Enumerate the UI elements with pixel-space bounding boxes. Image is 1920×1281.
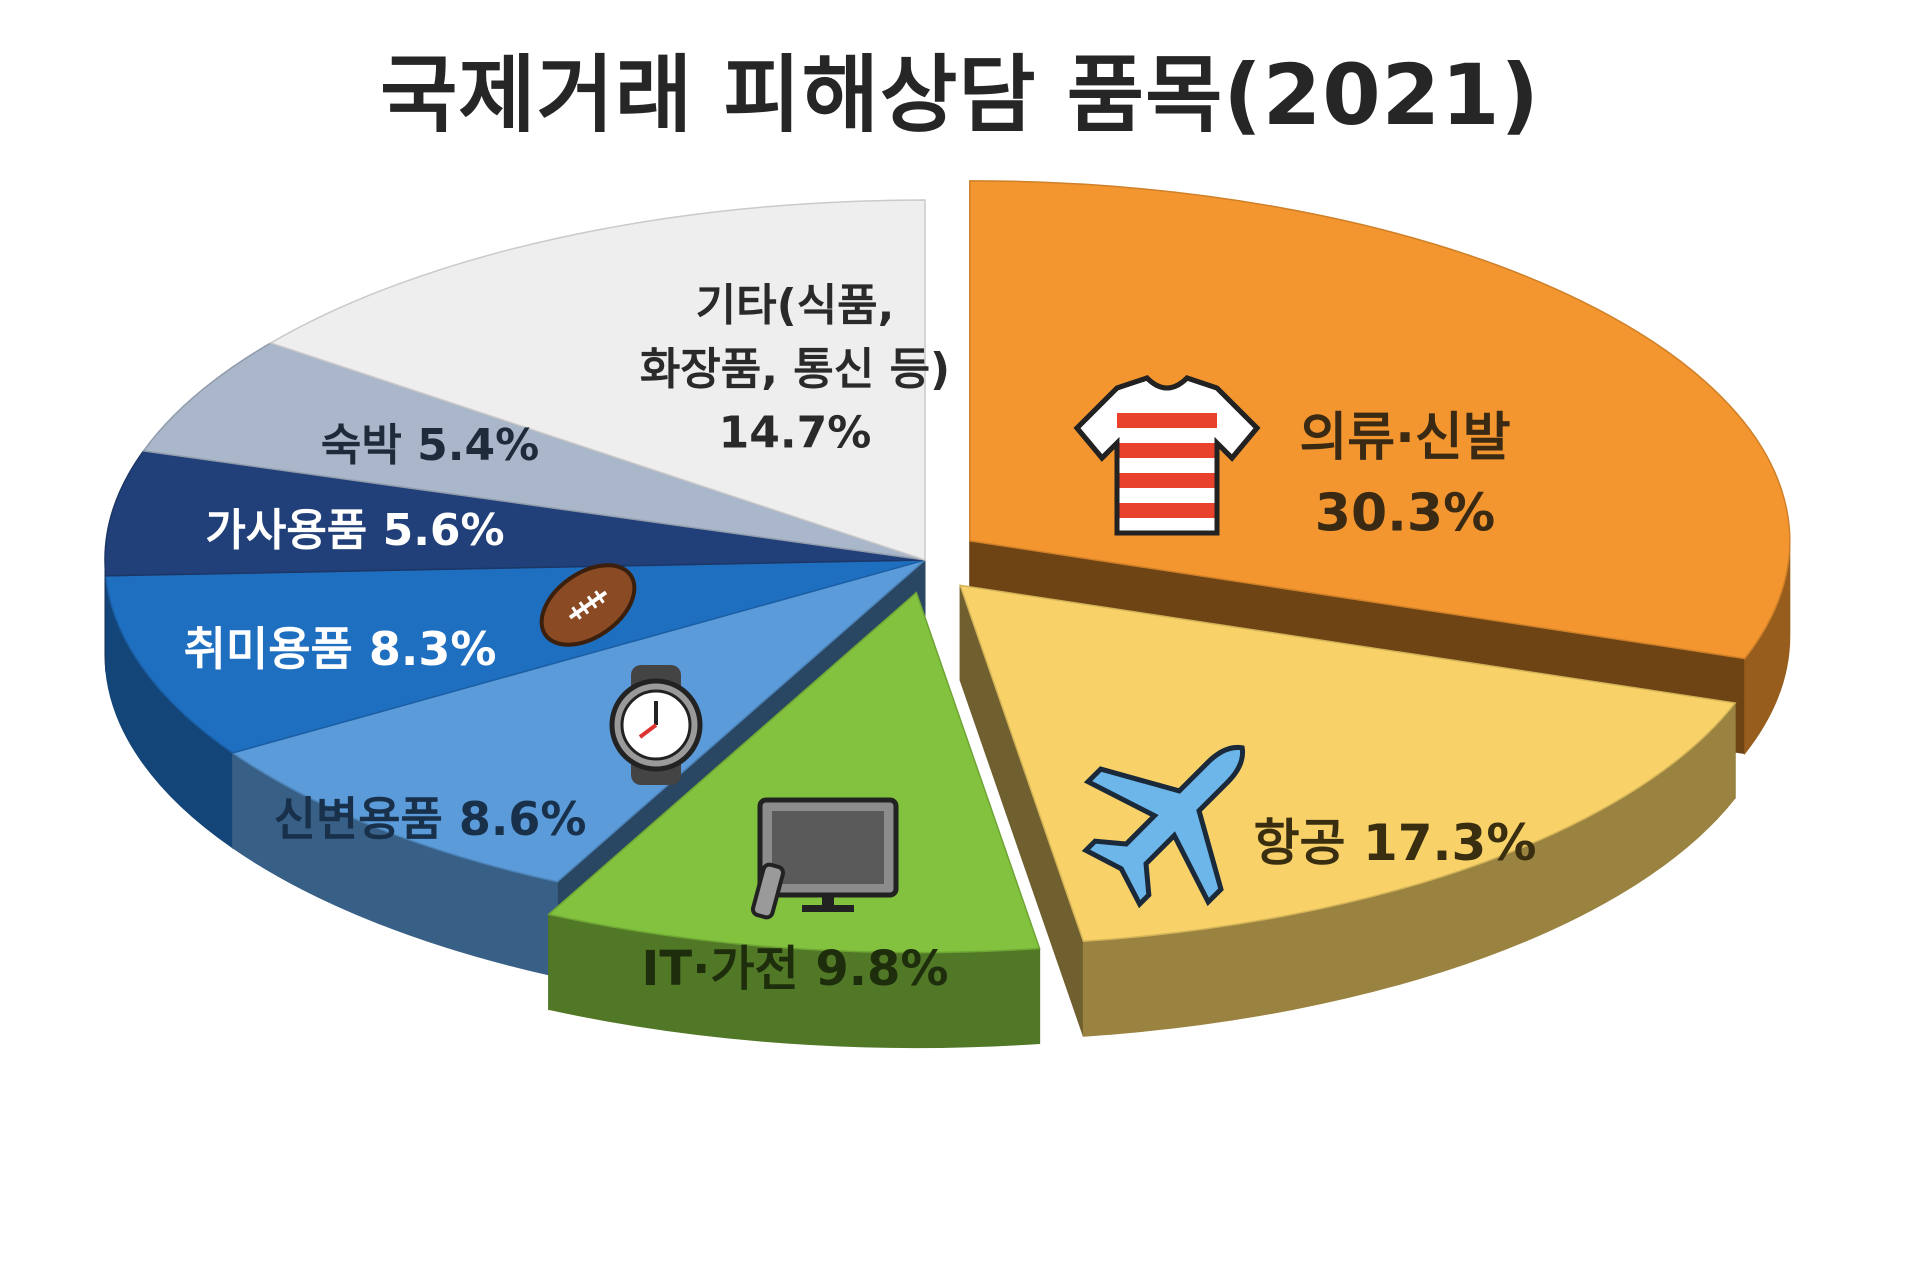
pie-slice-3 — [230, 559, 926, 883]
slice-label-line: 14.7% — [719, 408, 872, 459]
pie-slice-2 — [547, 591, 1041, 954]
slice-label-line: 기타(식품, — [696, 280, 895, 331]
airplane-icon — [1081, 744, 1246, 909]
slice-label-1: 항공 17.3% — [1254, 814, 1537, 872]
t-shirt-icon — [1073, 375, 1261, 536]
slice-label-0: 의류·신발 30.3% — [1299, 408, 1510, 543]
slice-label-7: 기타(식품, 화장품, 통신 등) 14.7% — [640, 280, 950, 459]
slice-label-2: IT·가전 9.8% — [642, 941, 949, 997]
slice-label-6: 숙박 5.4% — [321, 420, 539, 471]
television-icon — [750, 797, 899, 920]
slice-label-3: 신변용품 8.6% — [274, 792, 587, 846]
slice-label-line: 화장품, 통신 등) — [640, 344, 950, 395]
pie-slice-4 — [104, 559, 926, 754]
football-icon — [539, 563, 637, 647]
pie-slice-5 — [104, 450, 926, 577]
wristwatch-icon — [609, 665, 703, 785]
pie-slice-6 — [142, 342, 926, 561]
slice-label-4: 취미용품 8.3% — [184, 622, 497, 676]
pie-slice-0 — [969, 180, 1791, 660]
chart-title: 국제거래 피해상담 품목(2021) — [380, 46, 1540, 144]
slice-label-5: 가사용품 5.6% — [205, 505, 504, 556]
pie-slice-7 — [268, 199, 926, 562]
